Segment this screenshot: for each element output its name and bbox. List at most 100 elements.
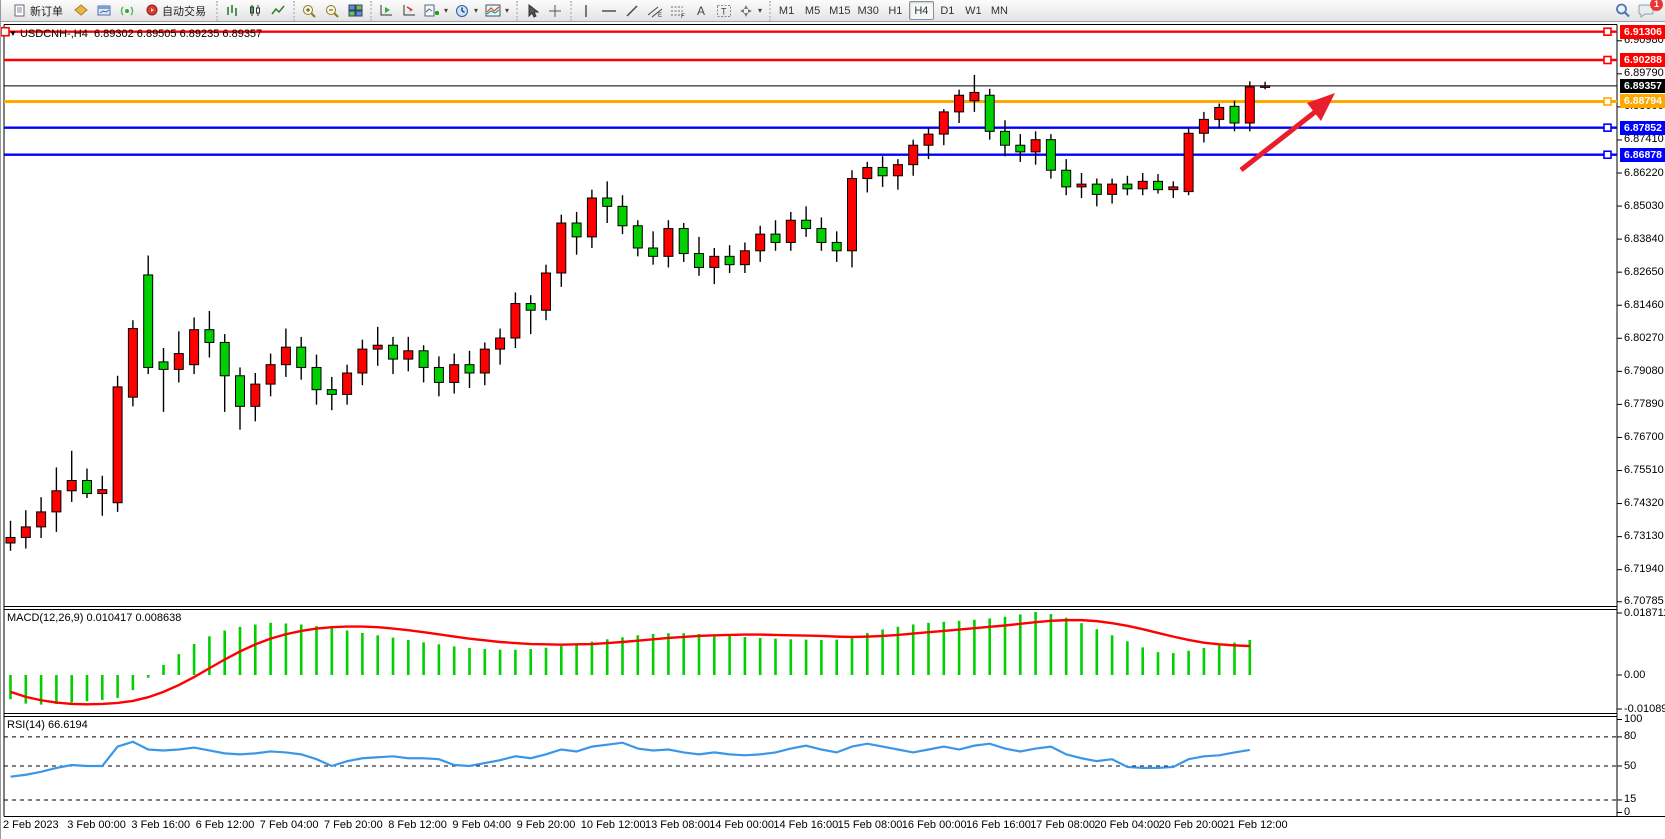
candle-body xyxy=(816,228,827,243)
candle-body xyxy=(82,480,92,495)
svg-text:E: E xyxy=(658,13,662,18)
text-button[interactable]: A xyxy=(690,1,712,20)
price-tick-label: 6.82650 xyxy=(1624,265,1664,278)
right-icons-group: 1 xyxy=(1609,0,1663,21)
price-tag-current-bid: 6.89357 xyxy=(1620,78,1665,93)
bar-chart-icon xyxy=(227,5,237,16)
bar-chart-button[interactable] xyxy=(221,1,243,20)
line-anchor-marker xyxy=(1,26,10,37)
candle-body xyxy=(280,346,291,366)
candle-body xyxy=(984,94,995,132)
tf-button-M30[interactable]: M30 xyxy=(857,4,879,17)
search-button[interactable] xyxy=(1612,1,1634,20)
tf-button-MN[interactable]: MN xyxy=(990,4,1008,17)
date-axis-label: 20 Feb 04:00 xyxy=(1094,819,1160,831)
indicators-button[interactable]: ▾ xyxy=(421,1,451,20)
tf-button-H4[interactable]: H4 xyxy=(908,1,934,20)
notifications-button[interactable]: 1 xyxy=(1635,0,1663,20)
chart-window-button[interactable] xyxy=(93,1,115,20)
candle-body xyxy=(938,111,949,135)
macd-axis-label: 0.00 xyxy=(1624,668,1646,681)
vertical-line-button[interactable] xyxy=(575,1,597,20)
candlestick-chart-button[interactable] xyxy=(244,1,266,20)
candle-body xyxy=(1198,118,1209,134)
trend-arrow-head xyxy=(1307,93,1335,121)
candle-body xyxy=(127,328,138,398)
templates-caret: ▾ xyxy=(505,6,510,15)
macd-signal-line xyxy=(10,618,1250,706)
zoom-group xyxy=(293,0,369,21)
line-chart-icon xyxy=(271,5,285,15)
price-tick-label: 6.81460 xyxy=(1624,298,1664,311)
tf-button-M15[interactable]: M15 xyxy=(829,4,851,17)
arrows-button[interactable]: ▾ xyxy=(736,1,765,20)
price-tick-label: 6.87410 xyxy=(1624,133,1664,146)
tf-button-M1[interactable]: M1 xyxy=(778,4,795,17)
rsi-axis-label: 15 xyxy=(1624,793,1637,806)
text-label-button[interactable]: T xyxy=(713,1,735,20)
notification-badge: 1 xyxy=(1650,0,1663,11)
macd-signal-value: 0.008638 xyxy=(135,612,182,624)
market-watch-button[interactable] xyxy=(70,1,92,20)
crosshair-button[interactable] xyxy=(544,1,566,20)
candle-body xyxy=(1168,186,1179,191)
auto-scroll-button[interactable] xyxy=(375,1,397,20)
rsi-axis-label: 80 xyxy=(1624,730,1637,743)
candle-body xyxy=(525,303,536,311)
periods-button[interactable]: ▾ xyxy=(452,1,481,20)
chart-shift-button[interactable] xyxy=(398,1,420,20)
candle-body xyxy=(1122,183,1133,190)
tf-button-D1[interactable]: D1 xyxy=(940,4,955,17)
zoom-in-icon xyxy=(302,4,316,18)
svg-text:T: T xyxy=(721,6,727,16)
new-order-label: 新订单 xyxy=(30,5,63,18)
line-chart-button[interactable] xyxy=(267,1,289,20)
candle-body xyxy=(66,480,77,492)
price-tag-resistance-line: 6.90288 xyxy=(1620,52,1665,67)
price-tag-support-line: 6.87852 xyxy=(1620,120,1665,135)
trendline-button[interactable] xyxy=(621,1,643,20)
candle-body xyxy=(785,219,796,243)
new-order-button[interactable]: 新订单 xyxy=(8,1,69,20)
cursor-button[interactable] xyxy=(521,1,543,20)
price-tick-label: 6.79080 xyxy=(1624,364,1664,377)
cursor-group xyxy=(516,0,569,21)
chart-quotes: 6.89302 6.89505 6.89235 6.89357 xyxy=(93,28,263,40)
tf-button-W1[interactable]: W1 xyxy=(965,4,982,17)
macd-axis-label: 0.018711 xyxy=(1624,606,1665,619)
candle-body xyxy=(678,228,689,255)
zoom-out-button[interactable] xyxy=(321,1,343,20)
autotrade-button[interactable]: 自动交易 xyxy=(139,1,212,20)
candle-body xyxy=(709,255,720,268)
zoom-in-button[interactable] xyxy=(298,1,320,20)
macd-main-value: 0.010417 xyxy=(86,612,133,624)
auto-scroll-icon xyxy=(380,5,392,16)
trend-arrow[interactable] xyxy=(1239,110,1317,172)
rsi-line xyxy=(10,740,1250,778)
candle-body xyxy=(143,274,154,368)
tf-button-H1[interactable]: H1 xyxy=(888,4,903,17)
zoom-out-icon xyxy=(325,4,339,18)
chart-area[interactable]: ▼ USDCNH-,H4 6.89302 6.89505 6.89235 6.8… xyxy=(1,22,1665,839)
templates-button[interactable]: ▾ xyxy=(482,1,512,20)
date-axis-label: 2 Feb 2023 xyxy=(3,819,59,831)
tf-button-M5[interactable]: M5 xyxy=(804,4,821,17)
price-tag-support-line: 6.86878 xyxy=(1620,147,1665,162)
indicators-icon xyxy=(424,4,439,16)
fibonacci-button[interactable]: F xyxy=(667,1,689,20)
candle-body xyxy=(342,372,353,395)
horizontal-line-button[interactable] xyxy=(598,1,620,20)
signal-button[interactable] xyxy=(116,1,138,20)
chart-canvas[interactable] xyxy=(1,22,1665,839)
candle-body xyxy=(632,225,643,249)
main-toolbar: 新订单 自动交易 ▾ ▾ ▾ xyxy=(1,0,1665,22)
date-axis-label: 6 Feb 12:00 xyxy=(195,819,255,831)
candle-body xyxy=(326,389,337,395)
candle-body xyxy=(1015,144,1026,153)
macd-label: MACD(12,26,9) 0.010417 0.008638 xyxy=(7,612,182,624)
tile-windows-button[interactable] xyxy=(344,1,366,20)
tile-windows-icon xyxy=(348,4,362,17)
channel-button[interactable]: E xyxy=(644,1,666,20)
candle-body xyxy=(1183,132,1194,193)
